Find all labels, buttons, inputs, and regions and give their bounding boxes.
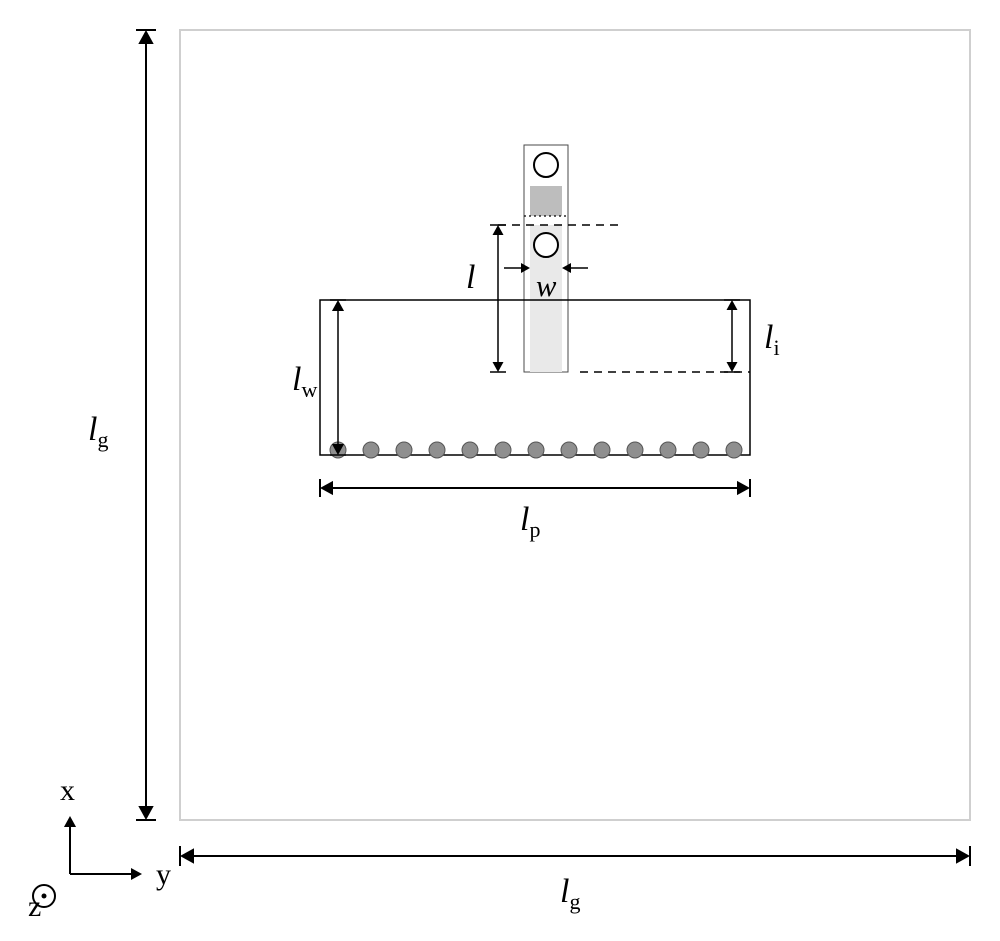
via-dot bbox=[693, 442, 709, 458]
label-lg-vert: lg bbox=[88, 411, 108, 452]
via-dot bbox=[462, 442, 478, 458]
via-dot bbox=[660, 442, 676, 458]
label-lp: lp bbox=[520, 501, 540, 542]
via-dot bbox=[396, 442, 412, 458]
axis-label-z: z bbox=[28, 890, 41, 923]
label-lg-horz: lg bbox=[560, 873, 580, 914]
label-l: l bbox=[466, 259, 475, 296]
label-lw: lw bbox=[292, 361, 317, 402]
feed-port-0 bbox=[534, 153, 558, 177]
diagram-svg: lglglplwlilwxyz bbox=[0, 0, 1000, 941]
via-dot bbox=[594, 442, 610, 458]
axis-z-dot bbox=[42, 894, 47, 899]
ground-plane bbox=[180, 30, 970, 820]
via-dot bbox=[429, 442, 445, 458]
via-dot bbox=[561, 442, 577, 458]
feed-port-1 bbox=[534, 233, 558, 257]
via-dot bbox=[495, 442, 511, 458]
via-dot bbox=[363, 442, 379, 458]
axis-label-x: x bbox=[60, 774, 75, 807]
axis-label-y: y bbox=[156, 858, 171, 891]
feed-dark-segment bbox=[530, 186, 562, 216]
label-w: w bbox=[536, 269, 557, 303]
label-li: li bbox=[764, 319, 780, 360]
via-dot bbox=[726, 442, 742, 458]
via-dot bbox=[528, 442, 544, 458]
via-dot bbox=[627, 442, 643, 458]
